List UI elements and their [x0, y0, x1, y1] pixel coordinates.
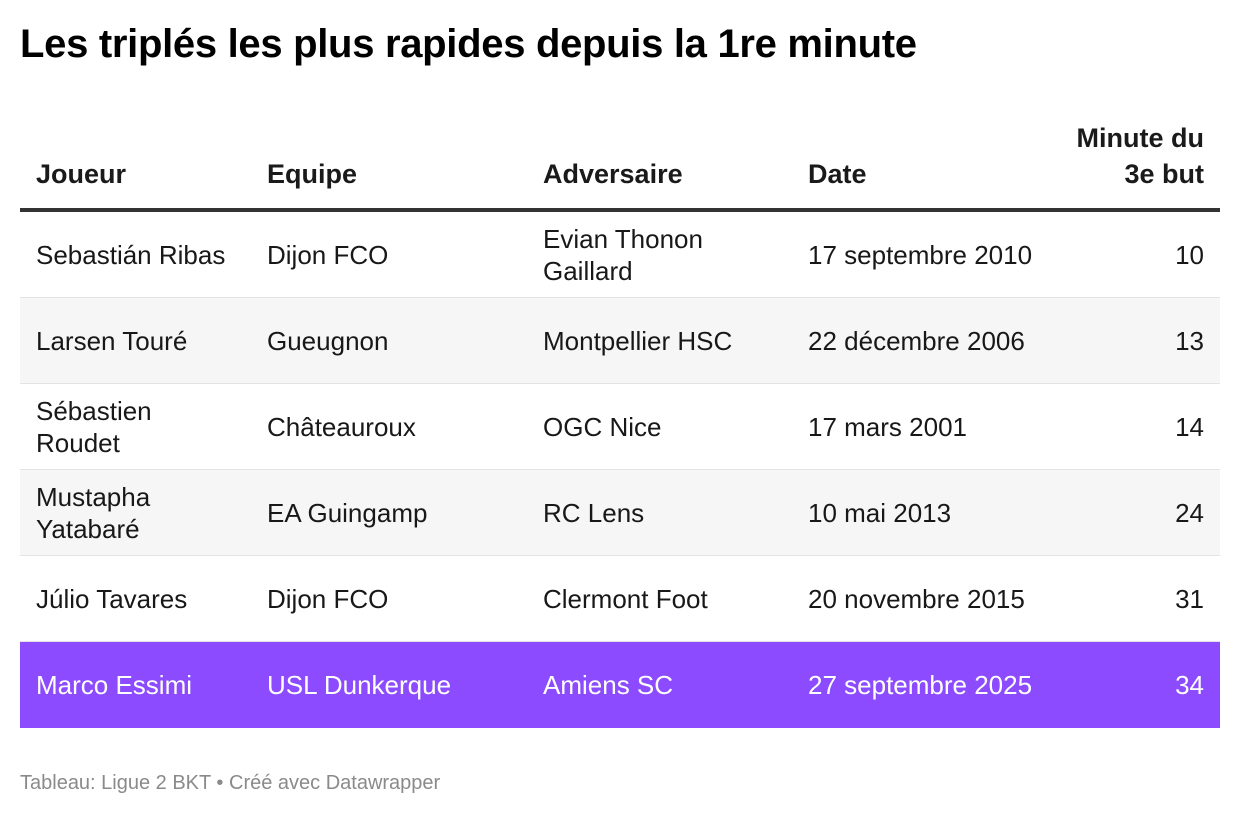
cell-minute: 31	[1175, 583, 1204, 614]
table-row: Sebastián Ribas Dijon FCO Evian Thonon Gai…	[20, 212, 1220, 298]
cell-equipe: Châteauroux	[267, 411, 416, 442]
cell-joueur: Sébastien Roudet	[36, 395, 152, 458]
cell-minute: 14	[1175, 411, 1204, 442]
cell-minute: 24	[1175, 497, 1204, 528]
cell-joueur: Mustapha Yatabaré	[36, 481, 151, 544]
cell-equipe: EA Guingamp	[267, 497, 428, 528]
cell-adversaire: Evian Thonon Gaillard	[543, 223, 703, 286]
cell-date: 27 septembre 2025	[808, 669, 1033, 700]
cell-adversaire: Montpellier HSC	[543, 325, 733, 356]
cell-adversaire: OGC Nice	[543, 411, 662, 442]
cell-date: 17 septembre 2010	[808, 239, 1033, 270]
cell-minute: 13	[1175, 325, 1204, 356]
cell-adversaire: Clermont Foot	[543, 583, 708, 614]
source-footer: Tableau: Ligue 2 BKT • Créé avec Datawra…	[20, 772, 441, 794]
table-row: Marco Essimi USL Dunkerque Amiens SC 27 sep…	[20, 642, 1220, 728]
cell-joueur: Marco Essimi	[36, 669, 193, 700]
data-table: Joueur Equipe Adversaire Date Minute du …	[20, 120, 1220, 728]
cell-equipe: Dijon FCO	[267, 239, 389, 270]
table-row: Sébastien Roudet Châteauroux OGC Nice 17 ma…	[20, 384, 1220, 470]
chart-title: Les triplés les plus rapides depuis la 1…	[20, 22, 917, 66]
table-row: Júlio Tavares Dijon FCO Clermont Foot 20 no…	[20, 556, 1220, 642]
cell-date: 20 novembre 2015	[808, 583, 1025, 614]
cell-minute: 34	[1175, 669, 1204, 700]
header-minute-line2: 3e but	[1124, 159, 1204, 189]
cell-equipe: Dijon FCO	[267, 583, 389, 614]
header-minute: Minute du 3e but	[1044, 120, 1204, 192]
header-date: Date	[808, 159, 867, 189]
table-body: Sebastián Ribas Dijon FCO Evian Thonon Gai…	[20, 212, 1220, 728]
table-row: Larsen Touré Gueugnon Montpellier HSC 22 dé…	[20, 298, 1220, 384]
cell-date: 17 mars 2001	[808, 411, 967, 442]
cell-adversaire: RC Lens	[543, 497, 645, 528]
cell-adversaire: Amiens SC	[543, 669, 674, 700]
header-adversaire: Adversaire	[543, 159, 683, 189]
header-equipe: Equipe	[267, 159, 358, 189]
cell-joueur: Larsen Touré	[36, 325, 188, 356]
cell-joueur: Sebastián Ribas	[36, 239, 226, 270]
table-row: Mustapha Yatabaré EA Guingamp RC Lens 10 ma…	[20, 470, 1220, 556]
header-joueur: Joueur	[36, 159, 127, 189]
cell-date: 10 mai 2013	[808, 497, 952, 528]
cell-date: 22 décembre 2006	[808, 325, 1025, 356]
header-minute-line1: Minute du	[1076, 123, 1204, 153]
cell-joueur: Júlio Tavares	[36, 583, 188, 614]
cell-equipe: Gueugnon	[267, 325, 389, 356]
table-header: Joueur Equipe Adversaire Date Minute du …	[20, 120, 1220, 212]
cell-minute: 10	[1175, 239, 1204, 270]
cell-equipe: USL Dunkerque	[267, 669, 452, 700]
